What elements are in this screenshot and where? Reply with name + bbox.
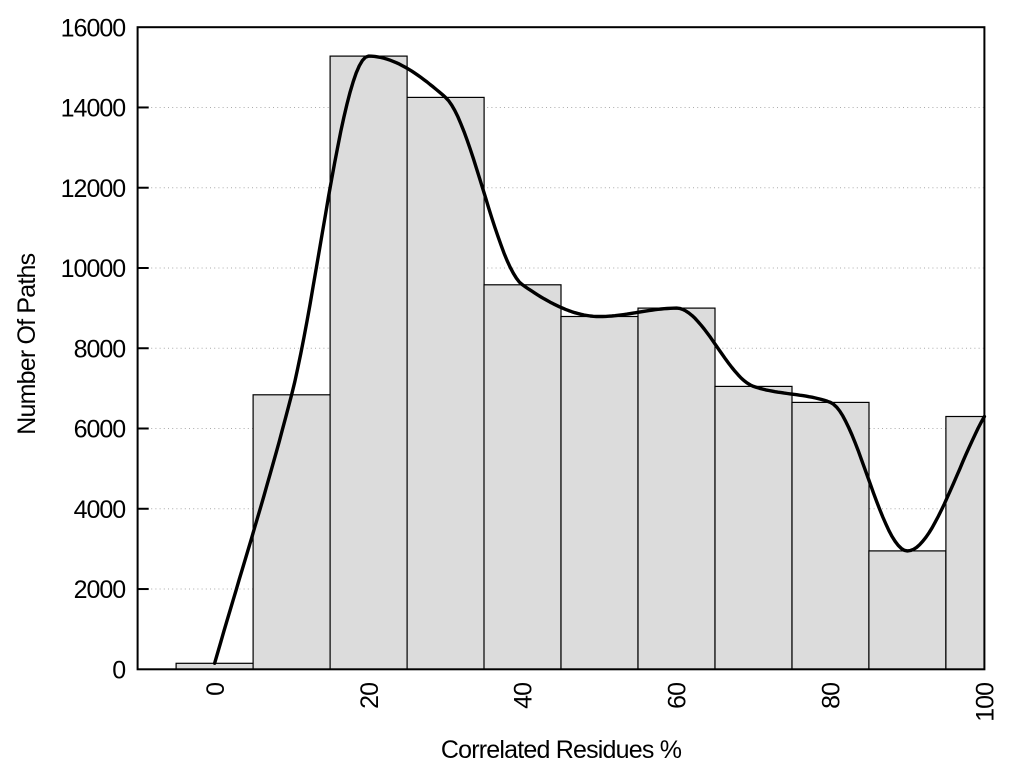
svg-text:8000: 8000: [74, 335, 126, 363]
svg-text:100: 100: [972, 683, 1000, 722]
svg-text:80: 80: [818, 683, 846, 709]
svg-text:60: 60: [664, 683, 692, 709]
svg-text:Number Of Paths: Number Of Paths: [13, 253, 41, 434]
svg-text:0: 0: [202, 683, 230, 696]
svg-text:40: 40: [510, 683, 538, 709]
svg-text:2000: 2000: [74, 576, 126, 604]
svg-text:16000: 16000: [61, 14, 126, 42]
svg-text:10000: 10000: [61, 255, 126, 283]
svg-text:Correlated Residues %: Correlated Residues %: [441, 736, 682, 764]
svg-text:0: 0: [112, 656, 125, 684]
svg-text:20: 20: [356, 683, 384, 709]
svg-text:4000: 4000: [74, 496, 126, 524]
svg-text:14000: 14000: [61, 95, 126, 123]
svg-text:6000: 6000: [74, 416, 126, 444]
svg-text:12000: 12000: [61, 175, 126, 203]
